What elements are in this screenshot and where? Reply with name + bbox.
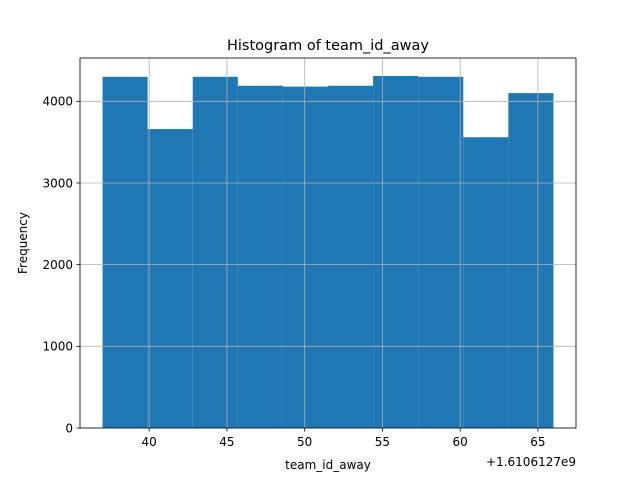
ticks-group: 40 45 50 55 60 65 0 1000 2000 3000 4000 (42, 95, 545, 449)
y-tick-label: 3000 (42, 176, 73, 190)
y-tick-label: 4000 (42, 95, 73, 109)
x-tick-label: 50 (297, 435, 312, 449)
chart-title: Histogram of team_id_away (227, 38, 429, 54)
histogram-bar (192, 76, 238, 428)
histogram-bar (373, 75, 419, 429)
x-tick-label: 60 (453, 435, 468, 449)
x-offset-label: +1.6106127e9 (486, 455, 576, 469)
histogram-bar (508, 93, 554, 429)
y-tick-label: 2000 (42, 258, 73, 272)
x-tick-label: 65 (530, 435, 545, 449)
histogram-bar (282, 86, 328, 429)
bars-group (102, 75, 554, 429)
x-tick-label: 40 (142, 435, 157, 449)
y-tick-label: 0 (65, 421, 73, 435)
histogram-bar (418, 76, 464, 428)
histogram-bar (237, 85, 283, 428)
y-tick-label: 1000 (42, 340, 73, 354)
x-tick-label: 45 (219, 435, 234, 449)
histogram-bar (147, 129, 193, 428)
x-axis-label: team_id_away (285, 458, 371, 472)
plot-frame (79, 57, 577, 429)
grid-group (80, 58, 576, 429)
y-axis-label: Frequency (16, 212, 30, 274)
histogram-bar (328, 85, 374, 428)
histogram-bar (102, 76, 148, 428)
x-tick-label: 55 (375, 435, 390, 449)
histogram-bar (463, 137, 509, 429)
